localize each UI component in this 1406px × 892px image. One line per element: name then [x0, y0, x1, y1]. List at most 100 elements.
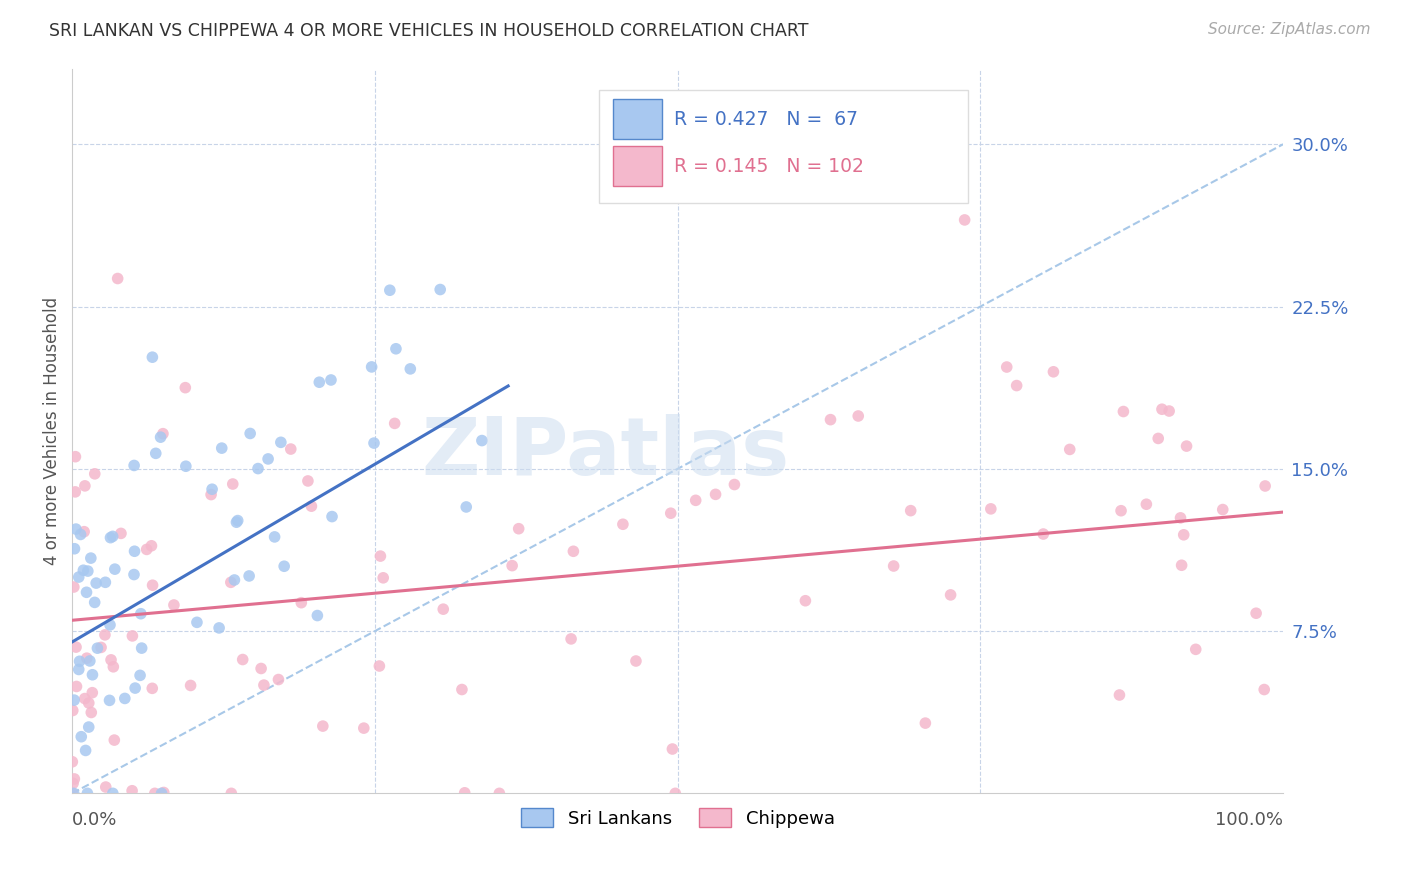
Point — [454, 786, 477, 800]
Text: R = 0.427   N =  67: R = 0.427 N = 67 — [673, 110, 858, 128]
Point — [1150, 402, 1173, 417]
Y-axis label: 4 or more Vehicles in Household: 4 or more Vehicles in Household — [44, 297, 60, 565]
Point — [253, 678, 276, 692]
Point — [141, 539, 163, 553]
Point — [270, 435, 292, 450]
Point — [129, 668, 152, 682]
Point — [1059, 442, 1081, 457]
Point — [100, 653, 122, 667]
Point — [73, 524, 96, 539]
Point — [508, 522, 530, 536]
Point — [1109, 504, 1132, 518]
Point — [704, 487, 727, 501]
Point — [65, 450, 87, 464]
Point — [307, 608, 329, 623]
FancyBboxPatch shape — [613, 146, 662, 186]
Point — [163, 598, 186, 612]
Point — [1170, 558, 1192, 573]
Point — [62, 776, 84, 790]
Point — [65, 640, 87, 654]
Point — [114, 691, 136, 706]
Point — [297, 474, 319, 488]
Point — [980, 501, 1002, 516]
Point — [224, 573, 246, 587]
Point — [124, 544, 146, 558]
Point — [86, 641, 108, 656]
Point — [384, 417, 406, 431]
Point — [101, 529, 124, 543]
Point — [429, 283, 451, 297]
Point — [451, 682, 474, 697]
Point — [73, 691, 96, 706]
Point — [75, 743, 97, 757]
Point — [664, 786, 686, 800]
Point — [1112, 404, 1135, 418]
Point — [363, 436, 385, 450]
Point — [67, 570, 90, 584]
Point — [900, 503, 922, 517]
Point — [77, 696, 100, 710]
Point — [1135, 497, 1157, 511]
Point — [501, 558, 523, 573]
Point — [385, 342, 408, 356]
Point — [76, 786, 98, 800]
Point — [110, 526, 132, 541]
Point — [80, 706, 103, 720]
Point — [150, 786, 173, 800]
Point — [62, 786, 84, 800]
Point — [90, 640, 112, 655]
Point — [152, 426, 174, 441]
Point — [661, 742, 683, 756]
Point — [471, 434, 494, 448]
Point — [67, 663, 90, 677]
Text: 0.0%: 0.0% — [72, 812, 118, 830]
Point — [76, 585, 98, 599]
Point — [360, 359, 382, 374]
Point — [820, 412, 842, 426]
Point — [456, 500, 478, 514]
Point — [953, 213, 976, 227]
Point — [308, 375, 330, 389]
Point — [72, 563, 94, 577]
Point — [273, 559, 295, 574]
Point — [995, 359, 1018, 374]
Point — [1005, 378, 1028, 392]
Point — [200, 487, 222, 501]
Point — [560, 632, 582, 646]
Point — [76, 651, 98, 665]
Point — [65, 680, 87, 694]
Point — [232, 652, 254, 666]
Point — [219, 575, 242, 590]
Point — [83, 595, 105, 609]
Point — [562, 544, 585, 558]
Point — [142, 578, 165, 592]
Point — [1159, 404, 1181, 418]
Point — [121, 629, 143, 643]
Point — [122, 567, 145, 582]
Point — [321, 509, 343, 524]
Point — [222, 477, 245, 491]
Point — [60, 755, 83, 769]
Point — [60, 786, 83, 800]
Point — [94, 575, 117, 590]
FancyBboxPatch shape — [599, 90, 969, 202]
Point — [174, 381, 197, 395]
Point — [131, 641, 153, 656]
Point — [76, 564, 98, 578]
Point — [353, 721, 375, 735]
Point — [1170, 511, 1192, 525]
Point — [432, 602, 454, 616]
FancyBboxPatch shape — [613, 99, 662, 139]
Point — [94, 628, 117, 642]
Point — [94, 780, 117, 794]
Point — [104, 562, 127, 576]
Point — [1254, 479, 1277, 493]
Point — [124, 681, 146, 695]
Point — [368, 659, 391, 673]
Point — [100, 531, 122, 545]
Point — [143, 786, 166, 800]
Point — [280, 442, 302, 456]
Point — [226, 514, 249, 528]
Point — [129, 607, 152, 621]
Point — [659, 506, 682, 520]
